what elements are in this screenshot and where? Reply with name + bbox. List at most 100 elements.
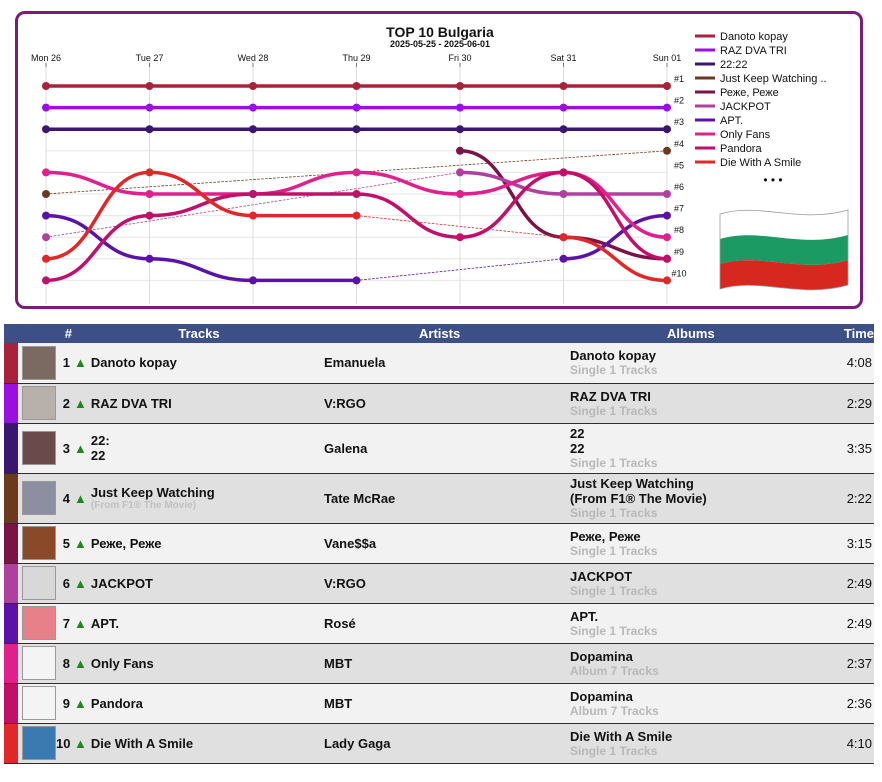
artist-name[interactable]: V:RGO [324, 575, 366, 591]
data-point [456, 146, 464, 155]
table-row[interactable]: 3 ▲ 22: 22 Galena 22 22 Single 1 Tracks 3:35 [4, 423, 874, 474]
artist-name[interactable]: MBT [324, 655, 353, 671]
cover-cell [18, 603, 56, 644]
album-title[interactable]: JACKPOT [570, 568, 633, 584]
data-point [663, 146, 671, 155]
artist-name[interactable]: Galena [324, 440, 368, 456]
data-point [352, 276, 361, 285]
track-title[interactable]: Only Fans [90, 655, 154, 671]
track-title[interactable]: RAZ DVA TRI [90, 395, 172, 411]
album-title[interactable]: 22 22 [570, 426, 585, 456]
artist-name[interactable]: Lady Gaga [324, 735, 391, 751]
data-point [559, 254, 568, 263]
album-cell: RAZ DVA TRI Single 1 Tracks [570, 383, 806, 424]
table-row[interactable]: 2 ▲ RAZ DVA TRI V:RGO RAZ DVA TRI Single 1 Tr… [4, 383, 874, 424]
track-title[interactable]: 22: 22 [90, 433, 110, 463]
data-point [559, 233, 568, 242]
legend-entry: Die With A Smile [720, 157, 801, 169]
data-point [456, 103, 464, 112]
table-row[interactable]: 6 ▲ JACKPOT V:RGO JACKPOT Single 1 Tracks 2:49 [4, 563, 874, 604]
series-line [356, 258, 564, 281]
track-title[interactable]: Die With A Smile [90, 735, 194, 751]
track-title[interactable]: JACKPOT [90, 575, 153, 591]
table-row[interactable]: 4 ▲ Just Keep Watching (From F1® The Movie)… [4, 473, 874, 524]
artist-name[interactable]: Vane$$a [324, 535, 377, 551]
table-row[interactable]: 9 ▲ Pandora MBT Dopamina Album 7 Tracks 2:36 [4, 683, 874, 724]
album-type: Single 1 Tracks [570, 743, 658, 758]
album-title[interactable]: Die With A Smile [570, 728, 673, 744]
album-title[interactable]: Danoto kopay [570, 348, 656, 364]
series-line [251, 170, 359, 196]
legend-entry: APT. [720, 115, 743, 127]
data-point [145, 82, 154, 90]
trend-up-icon: ▲ [74, 490, 87, 506]
data-point [456, 168, 464, 177]
series-line [354, 170, 462, 196]
track-title[interactable]: Danoto kopay [90, 355, 177, 371]
album-cell: 22 22 Single 1 Tracks [570, 423, 806, 474]
album-title[interactable]: Dopamina [570, 688, 633, 704]
album-title[interactable]: Just Keep Watching (From F1® The Movie) [570, 476, 707, 506]
table-row[interactable]: 10 ▲ Die With A Smile Lady Gaga Die With A S… [4, 723, 874, 764]
album-cover-thumb [22, 566, 56, 600]
album-type: Album 7 Tracks [570, 663, 659, 678]
duration-cell: 2:29 [806, 383, 874, 424]
series-line [44, 213, 152, 261]
series-line [356, 215, 564, 238]
series-line [44, 213, 152, 283]
header-artists: Artists [324, 324, 570, 343]
album-cell: Dopamina Album 7 Tracks [570, 643, 806, 684]
trend-up-icon: ▲ [74, 440, 87, 456]
track-title[interactable]: Just Keep Watching (From F1® The Movie) [90, 485, 215, 511]
track-cell: ▲ 22: 22 [74, 423, 324, 474]
album-title[interactable]: APT. [570, 608, 599, 624]
cover-cell [18, 683, 56, 724]
album-title[interactable]: Dopamina [570, 648, 633, 664]
data-point [559, 168, 568, 177]
track-cell: ▲ Only Fans [74, 643, 324, 684]
track-title[interactable]: APT. [90, 615, 120, 631]
header-albums: Albums [570, 324, 806, 343]
album-type: Album 7 Tracks [570, 703, 659, 718]
trend-up-icon: ▲ [74, 735, 87, 751]
artist-name[interactable]: Emanuela [324, 355, 386, 371]
track-title[interactable]: Реже, Реже [90, 535, 162, 551]
data-point [456, 125, 464, 134]
data-point [249, 125, 257, 134]
table-row[interactable]: 1 ▲ Danoto kopay Emanuela Danoto kopay Single… [4, 343, 874, 384]
cover-cell [18, 563, 56, 604]
data-point [456, 190, 464, 198]
artist-cell: MBT [324, 643, 570, 684]
artist-name[interactable]: Tate McRae [324, 490, 396, 506]
track-title[interactable]: Pandora [90, 695, 143, 711]
x-tick-label: Mon 26 [31, 53, 61, 63]
table-row[interactable]: 8 ▲ Only Fans MBT Dopamina Album 7 Tracks 2:37 [4, 643, 874, 684]
data-point [352, 125, 361, 134]
data-point [42, 190, 50, 198]
artist-name[interactable]: V:RGO [324, 395, 366, 411]
album-title[interactable]: RAZ DVA TRI [570, 388, 651, 404]
series-line [561, 213, 669, 261]
track-cell: ▲ JACKPOT [74, 563, 324, 604]
album-type: Single 1 Tracks [570, 543, 658, 558]
artist-cell: Emanuela [324, 343, 570, 384]
data-point [145, 211, 154, 220]
row-color-bar [4, 473, 18, 524]
row-color-bar [4, 683, 18, 724]
album-cover-thumb [22, 481, 56, 515]
legend-entry: Just Keep Watching .. [720, 73, 827, 85]
data-point [352, 82, 361, 90]
album-title[interactable]: Реже, Реже [570, 528, 641, 544]
table-row[interactable]: 7 ▲ APT. Rosé APT. Single 1 Tracks 2:49 [4, 603, 874, 644]
flag-stripe-red [720, 260, 848, 290]
album-type: Single 1 Tracks [570, 363, 658, 378]
artist-name[interactable]: MBT [324, 695, 353, 711]
legend-entry: RAZ DVA TRI [720, 45, 787, 57]
data-point [42, 211, 50, 220]
table-row[interactable]: 5 ▲ Реже, Реже Vane$$a Реже, Реже Single 1 Tr… [4, 523, 874, 564]
album-cover-thumb [22, 431, 56, 465]
data-point [42, 82, 50, 90]
series-line [458, 149, 566, 239]
artist-cell: V:RGO [324, 383, 570, 424]
artist-name[interactable]: Rosé [324, 615, 356, 631]
